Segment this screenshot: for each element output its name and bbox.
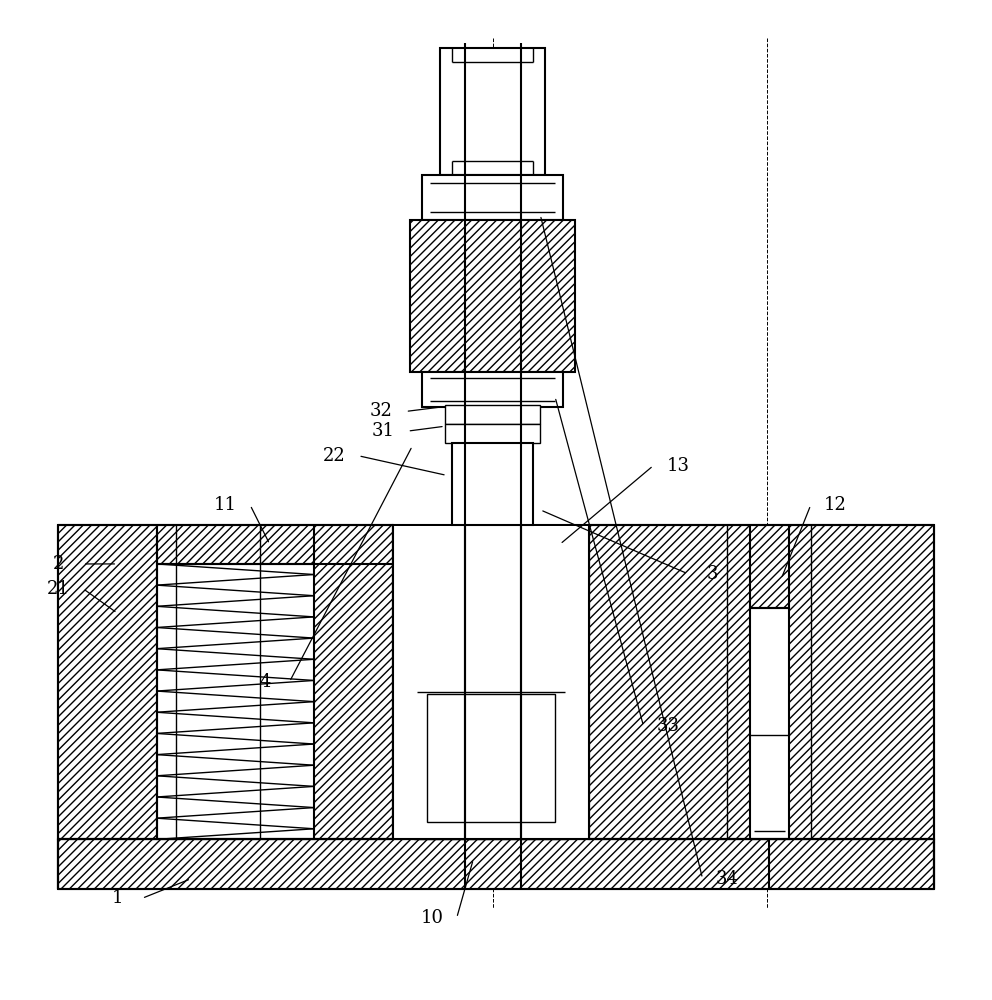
Polygon shape xyxy=(411,220,574,372)
Bar xyxy=(439,48,546,175)
Bar xyxy=(444,405,541,424)
Polygon shape xyxy=(589,525,933,839)
Text: 3: 3 xyxy=(706,565,718,583)
Text: 2: 2 xyxy=(53,555,63,573)
Text: 33: 33 xyxy=(657,717,680,735)
Bar xyxy=(444,424,541,443)
Bar xyxy=(423,175,562,220)
Bar xyxy=(393,525,589,839)
Bar xyxy=(423,372,562,407)
Bar xyxy=(750,608,789,839)
Bar xyxy=(415,687,567,839)
Text: 11: 11 xyxy=(214,496,237,514)
Bar xyxy=(451,443,534,525)
Text: 31: 31 xyxy=(371,422,395,440)
Text: 34: 34 xyxy=(715,870,739,888)
Text: 10: 10 xyxy=(421,909,443,927)
Text: 1: 1 xyxy=(111,889,123,907)
Polygon shape xyxy=(59,525,393,839)
Bar xyxy=(157,564,314,839)
Text: 32: 32 xyxy=(369,402,393,420)
Text: 22: 22 xyxy=(322,447,345,465)
Text: 4: 4 xyxy=(259,673,271,691)
Text: 21: 21 xyxy=(47,580,69,598)
Text: 13: 13 xyxy=(667,457,689,475)
Bar xyxy=(394,526,588,838)
Bar xyxy=(428,694,555,822)
Text: 12: 12 xyxy=(824,496,847,514)
Bar xyxy=(59,839,933,889)
